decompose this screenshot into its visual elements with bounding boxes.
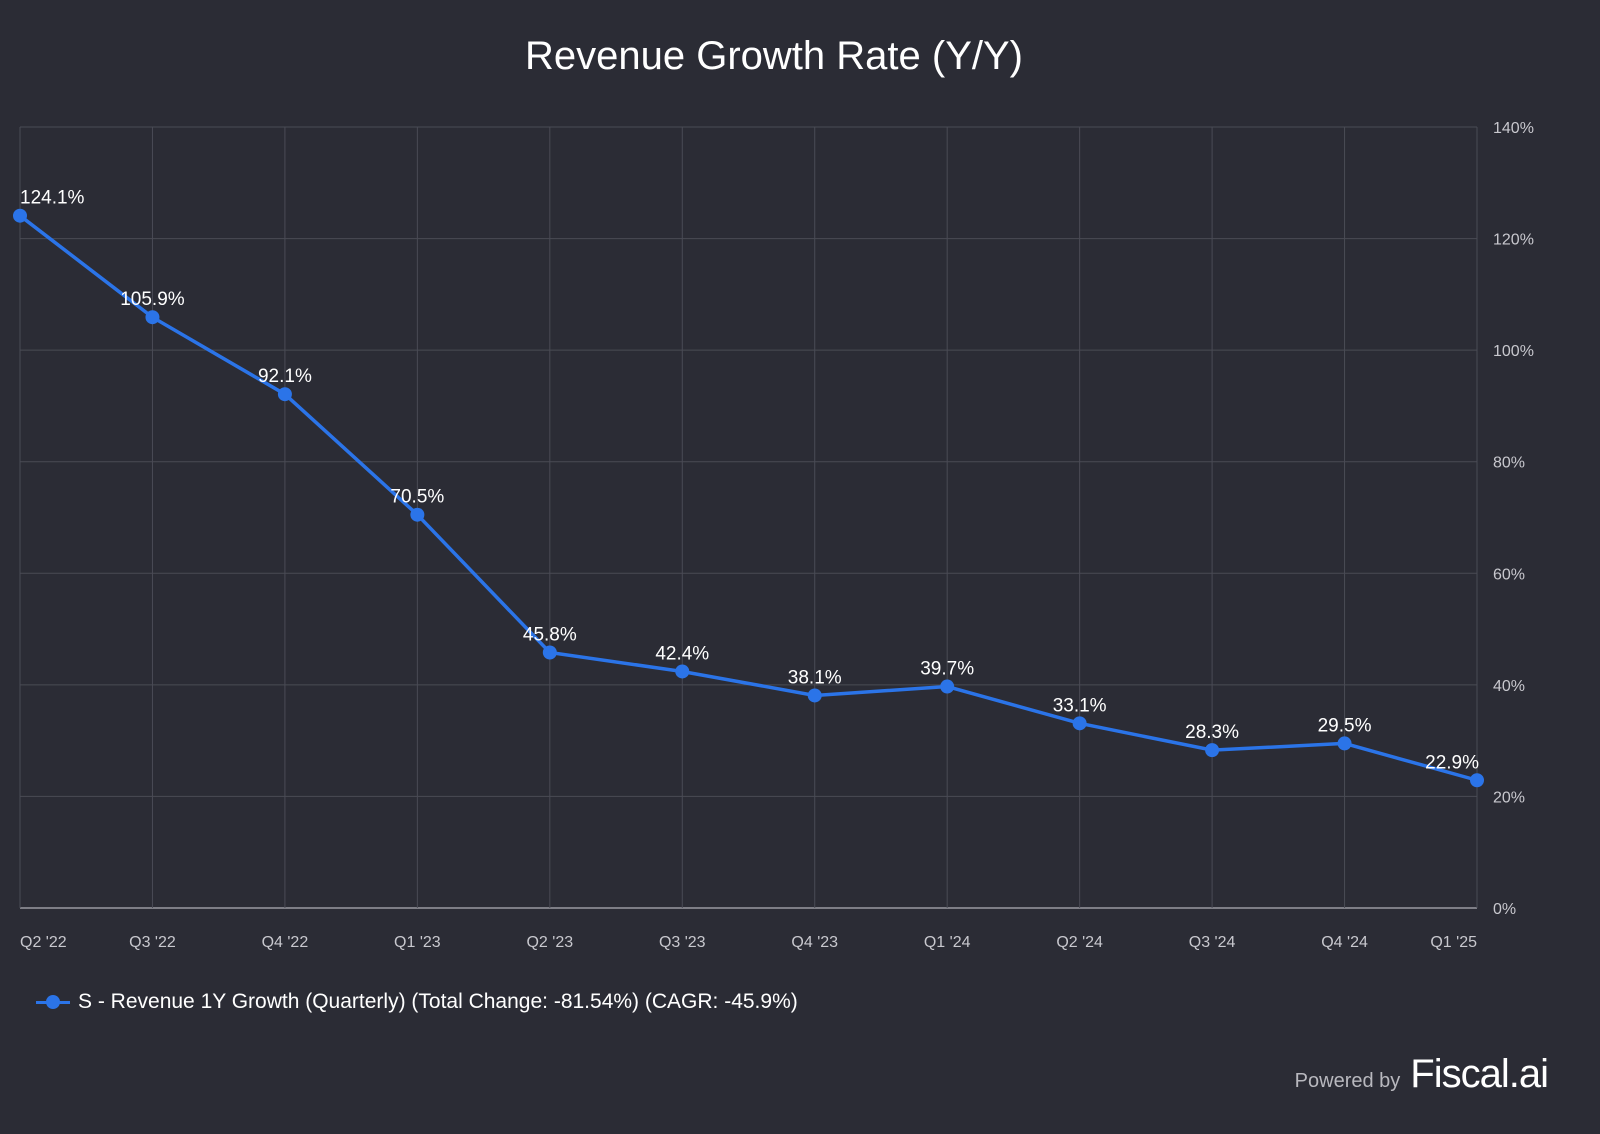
x-tick-label: Q1 '23	[394, 934, 441, 951]
y-tick-label: 120%	[1493, 232, 1534, 249]
x-tick-label: Q3 '23	[659, 934, 706, 951]
data-point	[940, 679, 955, 694]
data-point	[277, 387, 292, 402]
x-tick-label: Q4 '24	[1321, 934, 1368, 951]
data-label: 38.1%	[788, 667, 842, 688]
fiscal-ai-logo: Fiscal.ai	[1410, 1052, 1549, 1096]
x-tick-label: Q2 '23	[526, 934, 573, 951]
x-tick-label: Q2 '24	[1056, 934, 1103, 951]
data-label: 28.3%	[1185, 722, 1239, 743]
y-tick-label: 100%	[1493, 343, 1534, 360]
y-tick-label: 80%	[1493, 455, 1525, 472]
data-label: 70.5%	[390, 487, 444, 508]
data-point	[1337, 736, 1352, 751]
x-tick-label: Q4 '23	[791, 934, 838, 951]
data-label: 105.9%	[120, 289, 185, 310]
data-point	[807, 688, 822, 703]
branding: Powered by Fiscal.ai	[1294, 1052, 1549, 1097]
x-tick-label: Q1 '25	[1430, 934, 1477, 951]
x-tick-label: Q4 '22	[262, 934, 309, 951]
data-point	[13, 208, 27, 223]
x-tick-label: Q3 '22	[129, 934, 176, 951]
data-point	[145, 310, 160, 325]
data-label: 42.4%	[655, 643, 709, 664]
y-tick-label: 0%	[1493, 901, 1516, 918]
data-label: 29.5%	[1318, 715, 1372, 736]
data-label: 45.8%	[523, 625, 577, 646]
data-point	[410, 507, 425, 522]
y-tick-label: 20%	[1493, 789, 1525, 806]
data-label: 39.7%	[920, 659, 974, 680]
y-tick-label: 140%	[1493, 120, 1534, 137]
legend-marker-icon	[36, 991, 70, 1013]
x-tick-label: Q2 '22	[20, 934, 67, 951]
data-label: 33.1%	[1053, 695, 1107, 716]
y-tick-label: 40%	[1493, 678, 1525, 695]
y-tick-label: 60%	[1493, 566, 1525, 583]
powered-by-text: Powered by	[1294, 1070, 1401, 1092]
data-point	[1072, 716, 1087, 731]
data-point	[1470, 773, 1484, 788]
data-label: 22.9%	[1425, 752, 1479, 773]
legend[interactable]: S - Revenue 1Y Growth (Quarterly) (Total…	[36, 990, 798, 1014]
chart-title: Revenue Growth Rate (Y/Y)	[525, 34, 1023, 78]
data-label: 92.1%	[258, 366, 312, 387]
series-line	[18, 214, 1478, 782]
data-point	[675, 664, 690, 679]
x-tick-label: Q1 '24	[924, 934, 971, 951]
x-tick-label: Q3 '24	[1189, 934, 1236, 951]
data-point	[1205, 743, 1220, 758]
data-label: 124.1%	[20, 188, 85, 209]
data-point	[542, 645, 557, 660]
legend-label: S - Revenue 1Y Growth (Quarterly) (Total…	[78, 990, 798, 1013]
